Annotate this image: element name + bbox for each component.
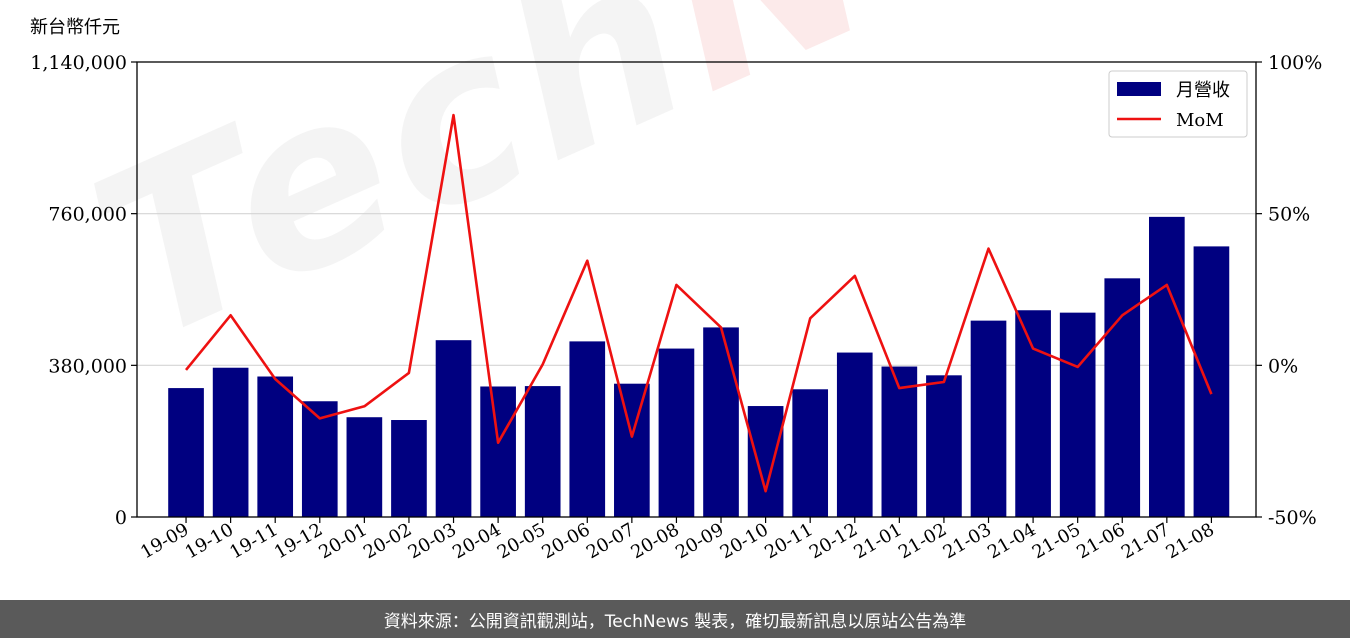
revenue-bar bbox=[926, 375, 962, 517]
revenue-bar bbox=[1104, 278, 1141, 517]
revenue-bar bbox=[435, 340, 472, 517]
x-axis-tick-label: 20-12 bbox=[806, 519, 861, 563]
x-axis-tick-label: 21-06 bbox=[1073, 519, 1128, 563]
revenue-bar bbox=[658, 348, 695, 517]
footer-text: 資料來源：公開資訊觀測站，TechNews 製表，確切最新訊息以原站公告為準 bbox=[383, 611, 967, 632]
source-footer: 資料來源：公開資訊觀測站，TechNews 製表，確切最新訊息以原站公告為準 bbox=[0, 600, 1350, 638]
revenue-bar bbox=[168, 388, 204, 517]
x-axis-tick-label: 19-09 bbox=[137, 519, 192, 563]
x-axis-tick-label: 20-01 bbox=[315, 519, 370, 563]
revenue-bar bbox=[1015, 310, 1051, 517]
revenue-bar bbox=[1193, 246, 1230, 518]
x-axis-tick-label: 21-01 bbox=[850, 519, 905, 563]
legend-label-revenue: 月營收 bbox=[1176, 80, 1230, 101]
revenue-bar bbox=[1149, 216, 1185, 517]
x-axis-tick-label: 21-04 bbox=[984, 519, 1039, 563]
revenue-bar bbox=[703, 327, 739, 517]
revenue-bar bbox=[970, 320, 1007, 517]
revenue-bar bbox=[212, 367, 249, 517]
revenue-bar bbox=[301, 401, 338, 517]
x-axis-tick-label: 20-09 bbox=[672, 519, 727, 563]
legend: 月營收 MoM bbox=[1108, 70, 1248, 138]
legend-bar-swatch bbox=[1117, 82, 1161, 96]
x-axis-tick-label: 21-05 bbox=[1029, 519, 1084, 563]
right-axis-tick-label: 100% bbox=[1268, 52, 1322, 74]
x-axis-tick-label: 20-04 bbox=[449, 519, 504, 563]
legend-label-mom: MoM bbox=[1176, 110, 1224, 131]
x-axis-tick-label: 19-11 bbox=[226, 519, 281, 563]
right-axis-tick-label: 0% bbox=[1268, 355, 1298, 377]
revenue-bar bbox=[747, 406, 784, 517]
x-axis-tick-label: 20-02 bbox=[360, 519, 415, 563]
x-axis-tick-label: 21-03 bbox=[940, 519, 995, 563]
revenue-bar bbox=[614, 383, 650, 517]
revenue-bar bbox=[1059, 312, 1096, 517]
x-axis-tick-label: 20-05 bbox=[494, 519, 549, 563]
x-axis-tick-label: 20-07 bbox=[583, 519, 638, 563]
revenue-bar bbox=[346, 417, 383, 517]
x-axis-tick-label: 19-10 bbox=[182, 519, 237, 563]
x-axis-tick-label: 20-03 bbox=[405, 519, 460, 563]
left-axis-tick-label: 380,000 bbox=[48, 355, 127, 377]
revenue-chart: 新台幣仟元 0 380,000 760,000 1,140,000 -50% 0% 50% 1… bbox=[30, 17, 1322, 563]
unit-label: 新台幣仟元 bbox=[30, 17, 120, 38]
mom-line bbox=[184, 113, 1213, 493]
revenue-bar bbox=[569, 341, 606, 517]
revenue-bar bbox=[524, 386, 561, 517]
left-axis-tick-label: 0 bbox=[115, 507, 127, 529]
x-axis-tick-label: 21-08 bbox=[1162, 519, 1217, 563]
x-axis-tick-label: 20-06 bbox=[538, 519, 593, 563]
revenue-bar bbox=[480, 386, 516, 517]
left-axis-tick-label: 1,140,000 bbox=[30, 52, 127, 74]
x-axis-tick-label: 19-12 bbox=[271, 519, 326, 563]
x-axis-tick-label: 20-10 bbox=[717, 519, 772, 563]
revenue-bar bbox=[257, 376, 294, 517]
x-axis-tick-label: 20-11 bbox=[761, 519, 816, 563]
left-axis-tick-label: 760,000 bbox=[48, 204, 127, 226]
x-axis-tick-label: 21-02 bbox=[895, 519, 950, 563]
revenue-bar bbox=[391, 420, 427, 517]
right-axis-tick-label: -50% bbox=[1268, 507, 1317, 529]
revenue-bar bbox=[836, 352, 873, 517]
revenue-bar bbox=[792, 389, 829, 517]
x-axis-tick-label: 20-08 bbox=[627, 519, 682, 563]
x-axis-tick-label: 21-07 bbox=[1118, 519, 1173, 563]
revenue-bar bbox=[881, 366, 918, 517]
right-axis-tick-label: 50% bbox=[1268, 204, 1310, 226]
plot-frame bbox=[136, 61, 1257, 518]
